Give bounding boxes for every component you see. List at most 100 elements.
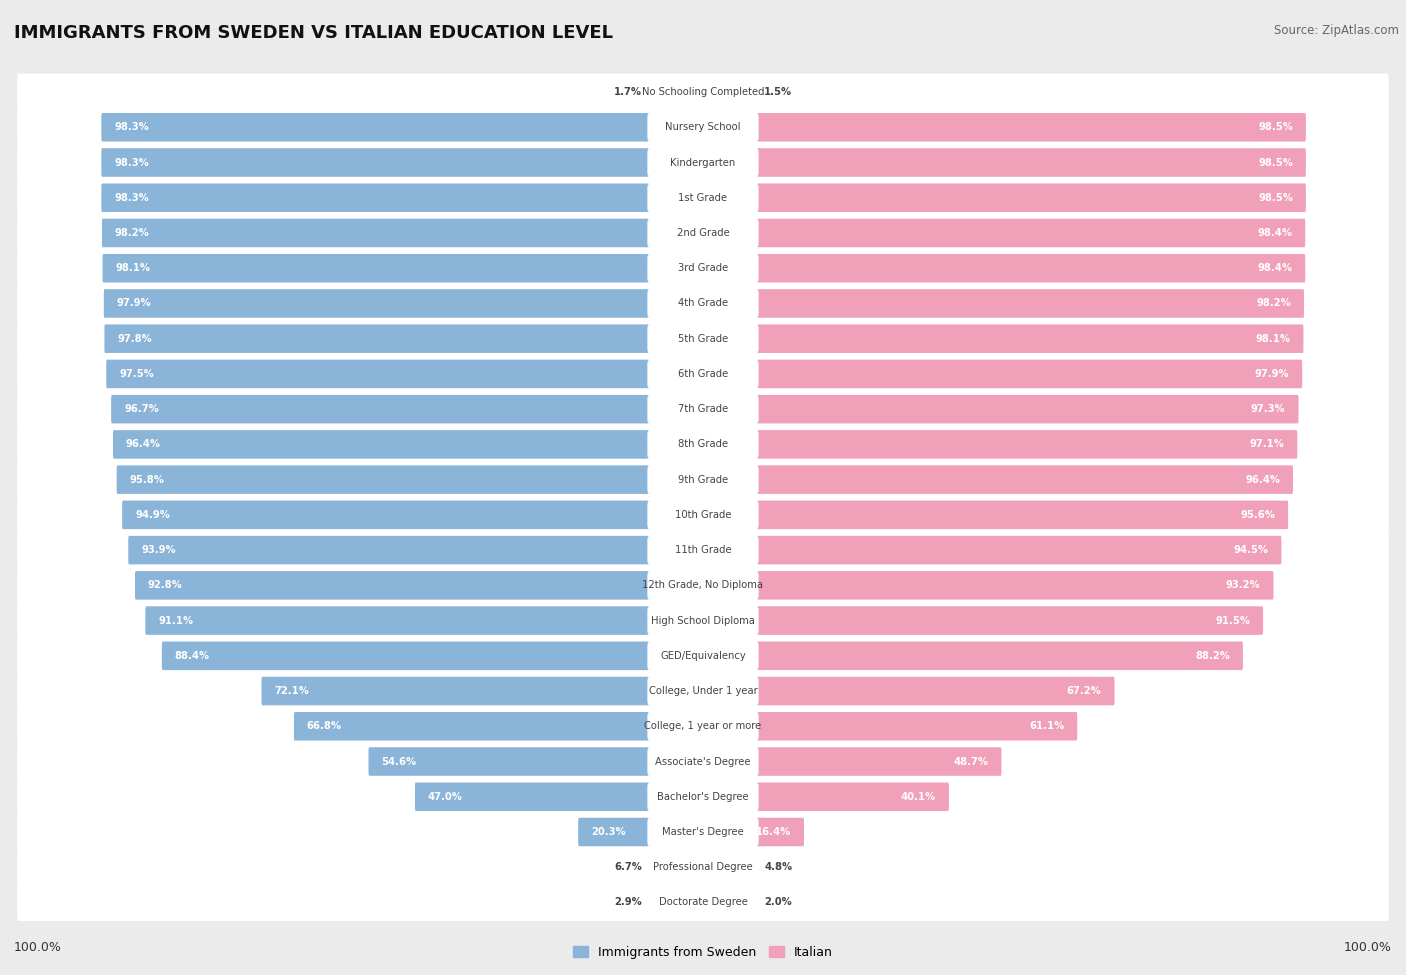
FancyBboxPatch shape — [122, 500, 648, 529]
Text: 2.9%: 2.9% — [614, 897, 643, 908]
FancyBboxPatch shape — [758, 783, 949, 811]
Text: 7th Grade: 7th Grade — [678, 405, 728, 414]
Text: 91.5%: 91.5% — [1215, 615, 1250, 626]
Text: Professional Degree: Professional Degree — [654, 862, 752, 873]
FancyBboxPatch shape — [17, 214, 1389, 252]
Text: 48.7%: 48.7% — [953, 757, 988, 766]
FancyBboxPatch shape — [117, 465, 648, 494]
FancyBboxPatch shape — [647, 854, 759, 880]
Text: 88.4%: 88.4% — [174, 651, 209, 661]
FancyBboxPatch shape — [17, 426, 1389, 463]
Text: 3rd Grade: 3rd Grade — [678, 263, 728, 273]
FancyBboxPatch shape — [103, 254, 648, 283]
Text: 98.3%: 98.3% — [114, 122, 149, 133]
Text: 6th Grade: 6th Grade — [678, 369, 728, 379]
FancyBboxPatch shape — [17, 531, 1389, 568]
Text: College, Under 1 year: College, Under 1 year — [648, 686, 758, 696]
FancyBboxPatch shape — [758, 360, 1302, 388]
Text: 94.9%: 94.9% — [135, 510, 170, 520]
FancyBboxPatch shape — [17, 356, 1389, 392]
FancyBboxPatch shape — [758, 395, 1299, 423]
Text: 98.2%: 98.2% — [1257, 298, 1291, 308]
FancyBboxPatch shape — [111, 395, 648, 423]
FancyBboxPatch shape — [758, 606, 1263, 635]
FancyBboxPatch shape — [647, 149, 759, 176]
FancyBboxPatch shape — [647, 784, 759, 809]
Text: 98.4%: 98.4% — [1257, 228, 1292, 238]
FancyBboxPatch shape — [647, 79, 759, 105]
Text: 1st Grade: 1st Grade — [679, 193, 727, 203]
FancyBboxPatch shape — [758, 500, 1288, 529]
Text: Doctorate Degree: Doctorate Degree — [658, 897, 748, 908]
Text: 67.2%: 67.2% — [1067, 686, 1101, 696]
FancyBboxPatch shape — [758, 183, 1306, 212]
FancyBboxPatch shape — [262, 677, 648, 705]
Text: 66.8%: 66.8% — [307, 722, 342, 731]
FancyBboxPatch shape — [758, 254, 1305, 283]
FancyBboxPatch shape — [647, 255, 759, 281]
Text: 94.5%: 94.5% — [1233, 545, 1268, 555]
FancyBboxPatch shape — [17, 566, 1389, 604]
FancyBboxPatch shape — [415, 783, 648, 811]
Text: 16.4%: 16.4% — [756, 827, 792, 837]
FancyBboxPatch shape — [103, 218, 648, 248]
Text: 93.2%: 93.2% — [1226, 580, 1261, 590]
FancyBboxPatch shape — [647, 502, 759, 527]
FancyBboxPatch shape — [647, 749, 759, 774]
Legend: Immigrants from Sweden, Italian: Immigrants from Sweden, Italian — [568, 941, 838, 964]
Text: 98.1%: 98.1% — [115, 263, 150, 273]
FancyBboxPatch shape — [112, 430, 648, 458]
Text: 4.8%: 4.8% — [763, 862, 792, 873]
Text: 98.3%: 98.3% — [114, 193, 149, 203]
Text: 97.5%: 97.5% — [120, 369, 153, 379]
FancyBboxPatch shape — [578, 818, 648, 846]
Text: 98.3%: 98.3% — [114, 158, 149, 168]
FancyBboxPatch shape — [647, 432, 759, 457]
Text: 72.1%: 72.1% — [274, 686, 309, 696]
Text: Associate's Degree: Associate's Degree — [655, 757, 751, 766]
FancyBboxPatch shape — [101, 113, 648, 141]
FancyBboxPatch shape — [758, 325, 1303, 353]
Text: 98.4%: 98.4% — [1257, 263, 1292, 273]
Text: Nursery School: Nursery School — [665, 122, 741, 133]
FancyBboxPatch shape — [758, 818, 804, 846]
Text: 9th Grade: 9th Grade — [678, 475, 728, 485]
Text: 98.5%: 98.5% — [1258, 122, 1294, 133]
FancyBboxPatch shape — [758, 113, 1306, 141]
Text: 61.1%: 61.1% — [1029, 722, 1064, 731]
FancyBboxPatch shape — [647, 889, 759, 916]
FancyBboxPatch shape — [368, 747, 648, 776]
Text: 54.6%: 54.6% — [381, 757, 416, 766]
FancyBboxPatch shape — [135, 571, 648, 600]
Text: High School Diploma: High School Diploma — [651, 615, 755, 626]
FancyBboxPatch shape — [758, 642, 1243, 670]
FancyBboxPatch shape — [647, 361, 759, 387]
FancyBboxPatch shape — [758, 536, 1281, 565]
Text: 2nd Grade: 2nd Grade — [676, 228, 730, 238]
FancyBboxPatch shape — [162, 642, 648, 670]
Text: Bachelor's Degree: Bachelor's Degree — [657, 792, 749, 801]
FancyBboxPatch shape — [17, 638, 1389, 675]
FancyBboxPatch shape — [17, 73, 1389, 110]
FancyBboxPatch shape — [647, 607, 759, 634]
Text: 98.1%: 98.1% — [1256, 333, 1291, 343]
Text: 10th Grade: 10th Grade — [675, 510, 731, 520]
FancyBboxPatch shape — [17, 673, 1389, 710]
FancyBboxPatch shape — [647, 572, 759, 599]
FancyBboxPatch shape — [17, 461, 1389, 498]
Text: 8th Grade: 8th Grade — [678, 440, 728, 449]
FancyBboxPatch shape — [758, 677, 1115, 705]
FancyBboxPatch shape — [17, 603, 1389, 639]
FancyBboxPatch shape — [647, 714, 759, 739]
FancyBboxPatch shape — [17, 144, 1389, 181]
Text: 100.0%: 100.0% — [1344, 941, 1392, 955]
FancyBboxPatch shape — [17, 708, 1389, 745]
FancyBboxPatch shape — [758, 712, 1077, 741]
Text: 98.5%: 98.5% — [1258, 193, 1294, 203]
Text: 93.9%: 93.9% — [141, 545, 176, 555]
FancyBboxPatch shape — [647, 185, 759, 211]
FancyBboxPatch shape — [647, 396, 759, 422]
Text: 98.5%: 98.5% — [1258, 158, 1294, 168]
FancyBboxPatch shape — [101, 183, 648, 212]
Text: 96.4%: 96.4% — [127, 440, 160, 449]
